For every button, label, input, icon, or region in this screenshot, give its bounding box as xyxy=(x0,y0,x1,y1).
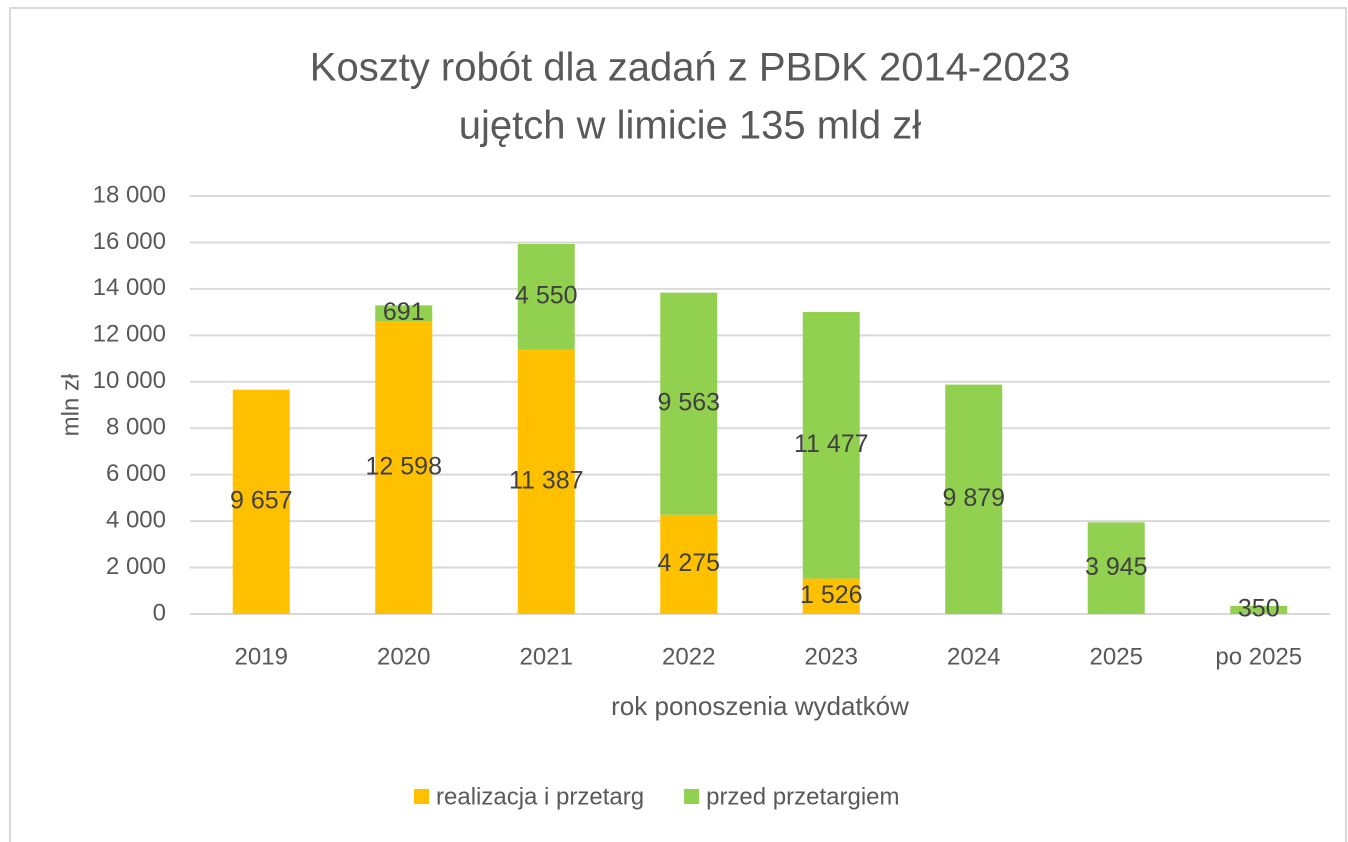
data-label: 350 xyxy=(1238,595,1280,623)
bar-segment xyxy=(1230,605,1288,614)
data-label: 11 387 xyxy=(509,466,584,494)
bar-segment xyxy=(1087,522,1145,614)
data-label: 691 xyxy=(383,298,425,326)
x-tick-label: 2019 xyxy=(235,643,288,670)
bar-segment xyxy=(232,389,290,614)
chart-title: Koszty robót dla zadań z PBDK 2014-2023 xyxy=(310,46,1070,90)
data-label: 3 945 xyxy=(1085,553,1148,581)
x-tick-label: 2023 xyxy=(805,643,858,670)
data-label: 1 526 xyxy=(800,581,863,609)
x-tick-label: 2020 xyxy=(377,643,430,670)
y-tick-label: 4 000 xyxy=(106,506,166,533)
data-label: 4 275 xyxy=(657,549,720,577)
bar-segment xyxy=(802,312,860,579)
y-tick-label: 10 000 xyxy=(93,367,166,394)
y-tick-label: 2 000 xyxy=(106,553,166,580)
legend-swatch xyxy=(414,789,429,804)
data-label: 9 879 xyxy=(942,484,1005,512)
bar-segment xyxy=(660,292,718,515)
bar-segment xyxy=(802,578,860,614)
x-tick-label: 2021 xyxy=(520,643,573,670)
x-tick-label: 2024 xyxy=(947,643,1000,670)
data-label: 9 563 xyxy=(657,388,720,416)
bar-segment xyxy=(375,305,433,322)
y-tick-label: 8 000 xyxy=(106,414,166,441)
x-tick-label: 2022 xyxy=(662,643,715,670)
bar-segment xyxy=(517,243,575,350)
y-tick-label: 16 000 xyxy=(93,228,166,255)
y-tick-label: 18 000 xyxy=(93,181,166,208)
y-axis-label: mln zł xyxy=(57,373,84,436)
data-label: 9 657 xyxy=(230,486,293,514)
legend-label: przed przetargiem xyxy=(706,783,899,810)
bar-segment xyxy=(517,349,575,614)
y-tick-label: 0 xyxy=(153,599,166,626)
x-axis-label: rok ponoszenia wydatków xyxy=(611,691,909,721)
data-label: 12 598 xyxy=(366,452,442,480)
legend-label: realizacja i przetarg xyxy=(436,783,644,810)
x-tick-label: po 2025 xyxy=(1215,643,1302,670)
bar-segment xyxy=(375,321,433,614)
y-tick-label: 6 000 xyxy=(106,460,166,487)
data-label: 4 550 xyxy=(515,281,578,309)
chart-subtitle: ujętch w limicie 135 mld zł xyxy=(459,104,921,148)
y-tick-label: 12 000 xyxy=(93,321,166,348)
y-tick-label: 14 000 xyxy=(93,274,166,301)
x-tick-label: 2025 xyxy=(1090,643,1143,670)
legend-swatch xyxy=(684,789,700,804)
bar-segment xyxy=(660,514,718,614)
data-label: 11 477 xyxy=(794,430,869,458)
bar-segment xyxy=(945,384,1003,614)
